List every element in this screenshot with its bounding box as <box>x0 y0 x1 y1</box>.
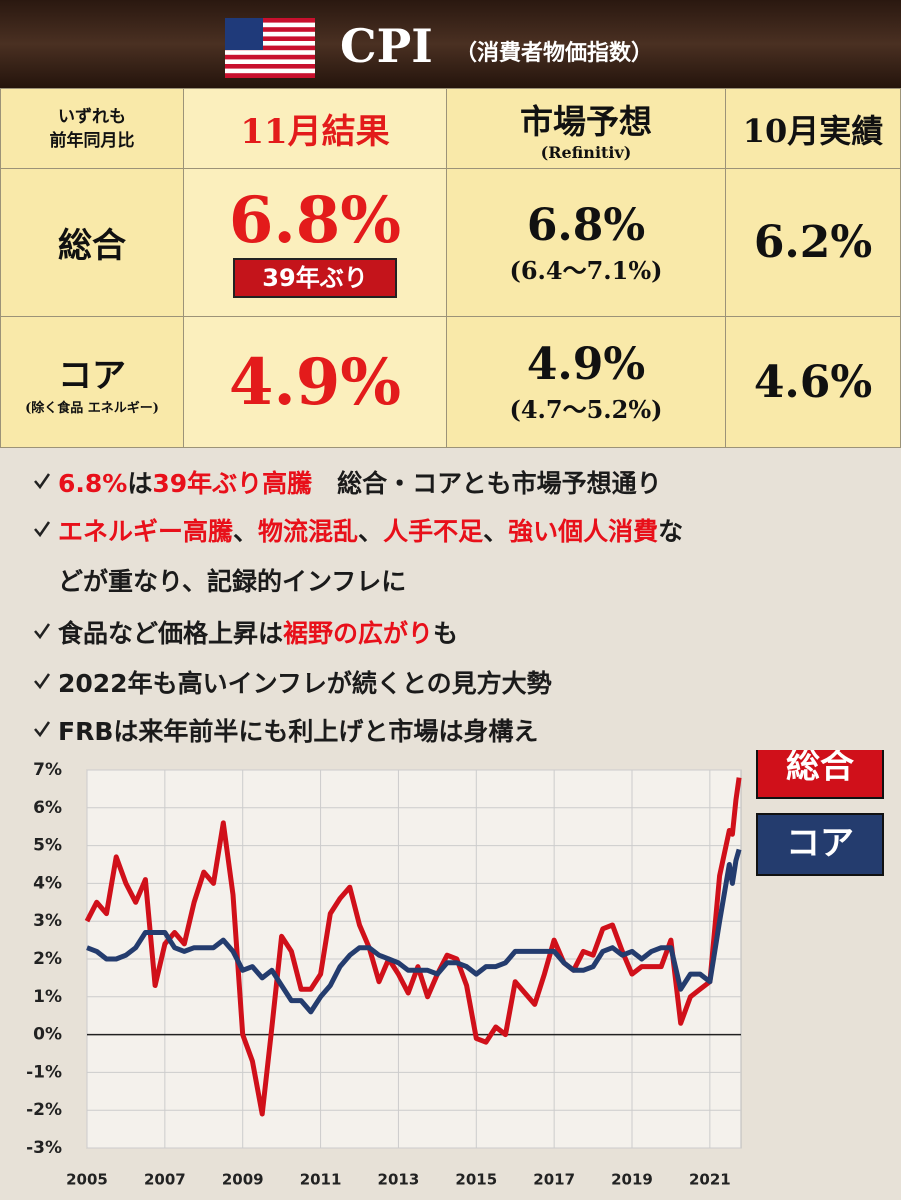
legend-label: コア <box>786 824 854 864</box>
y-tick-label: 7% <box>33 760 62 780</box>
check-icon <box>34 473 51 490</box>
chart: 2005 2007 2009 2011 2013 2015 2017 2019 2021 7% 6%… <box>26 750 884 1189</box>
y-tick-label: 0% <box>33 1025 62 1045</box>
x-tick-label: 2021 <box>689 1171 731 1189</box>
column-header: 市場予想 (Refinitiv) <box>446 88 726 169</box>
column-label: 11月結果 <box>240 112 390 152</box>
check-icon <box>34 721 51 738</box>
value: 6.8% <box>526 199 646 251</box>
value: 4.9% <box>526 339 646 390</box>
column-header: 11月結果 <box>183 88 447 169</box>
y-tick-label: 5% <box>33 836 62 856</box>
note-text: 、 <box>483 517 509 546</box>
row-label: コア <box>58 356 126 396</box>
cell: 4.9% <box>183 316 447 448</box>
range: (6.4〜7.1%) <box>509 255 663 285</box>
value: 4.6% <box>753 356 873 408</box>
header: CPI （消費者物価指数） <box>0 0 901 88</box>
y-tick-label: -3% <box>26 1138 62 1158</box>
y-tick-label: 3% <box>33 911 62 931</box>
note-line: どが重なり、記録的インフレに <box>58 562 406 598</box>
series-line <box>86 848 742 1015</box>
value: 6.2% <box>753 217 873 268</box>
y-tick-label: -2% <box>26 1100 62 1120</box>
series-line <box>84 777 742 1117</box>
us-flag <box>225 18 315 78</box>
x-tick-label: 2019 <box>611 1171 653 1189</box>
header-art: CPI （消費者物価指数） <box>225 18 653 78</box>
value: 4.9% <box>228 344 402 420</box>
x-tick-label: 2015 <box>455 1171 497 1189</box>
legend-box <box>756 813 884 876</box>
note-text: も <box>433 619 459 648</box>
y-tick-label: 1% <box>33 987 62 1007</box>
row-label: 総合 <box>58 226 126 266</box>
x-tick-label: 2017 <box>533 1171 575 1189</box>
title: CPI <box>340 19 433 73</box>
check-icon <box>34 623 51 640</box>
y-tick-label: -1% <box>26 1062 62 1082</box>
note-text: どが重なり、記録的インフレに <box>58 567 407 596</box>
subtitle: （消費者物価指数） <box>455 40 653 66</box>
cell: 4.6% <box>725 316 901 448</box>
y-tick-label: 2% <box>33 949 62 969</box>
column-header: 10月実績 <box>725 88 901 169</box>
note-text: 強い個人消費 <box>508 517 659 546</box>
note-line: エネルギー高騰、物流混乱、人手不足、強い個人消費な <box>58 512 683 548</box>
legend-label: 総合 <box>786 750 854 787</box>
badge: 39年ぶり <box>233 257 397 298</box>
note-text: な <box>658 517 684 546</box>
note-text: 人手不足 <box>383 517 484 546</box>
note-line: 6.8%は39年ぶり高騰 総合・コアとも市場予想通り <box>58 464 662 500</box>
note-line: 食品など価格上昇は裾野の広がりも <box>58 614 458 650</box>
note-text: は <box>127 469 153 498</box>
x-tick-label: 2013 <box>378 1171 420 1189</box>
cell: 6.8% (6.4〜7.1%) <box>446 168 726 317</box>
note-line: FRBは来年前半にも利上げと市場は身構え <box>58 712 538 748</box>
note-line: 2022年も高いインフレが続くとの見方大勢 <box>58 664 552 700</box>
corner-text: 前年同月比 <box>49 130 135 151</box>
corner-text: いずれも <box>58 106 126 127</box>
cell: 4.9% (4.7〜5.2%) <box>446 316 726 448</box>
row-header: コア (除く食品 エネルギー) <box>0 316 184 448</box>
range: (4.7〜5.2%) <box>509 395 663 424</box>
value: 6.8% <box>228 182 402 258</box>
x-tick-label: 2011 <box>300 1171 342 1189</box>
note-text: FRBは来年前半にも利上げと市場は身構え <box>58 717 539 746</box>
note-text: 総合・コアとも市場予想通り <box>312 469 662 498</box>
column-label: 10月実績 <box>742 111 884 150</box>
note-text: 物流混乱 <box>258 517 359 546</box>
y-tick-label: 6% <box>33 798 62 818</box>
check-icon <box>34 521 51 538</box>
x-tick-label: 2007 <box>144 1171 186 1189</box>
note-text: 6.8% <box>58 469 128 498</box>
note-text: 、 <box>233 517 259 546</box>
row-sub: (除く食品 エネルギー) <box>25 401 159 416</box>
note-text: 39年ぶり高騰 <box>152 469 313 498</box>
check-icon <box>34 673 51 690</box>
corner-cell: いずれも 前年同月比 <box>0 88 184 169</box>
note-text: 食品など価格上昇は <box>58 619 284 648</box>
note-text: エネルギー高騰 <box>58 517 234 546</box>
note-text: 2022年も高いインフレが続くとの見方大勢 <box>58 669 552 698</box>
row-header: 総合 <box>0 168 184 317</box>
y-tick-label: 4% <box>33 873 62 893</box>
note-text: 、 <box>358 517 384 546</box>
legend-box <box>756 750 884 799</box>
column-label: 市場予想 <box>520 102 652 141</box>
cell: 6.2% <box>725 168 901 317</box>
cell: 6.8% 39年ぶり <box>183 168 447 317</box>
column-sub: (Refinitiv) <box>540 143 632 162</box>
note-text: 裾野の広がり <box>283 619 434 648</box>
x-tick-label: 2009 <box>222 1171 264 1189</box>
x-tick-label: 2005 <box>66 1171 108 1189</box>
